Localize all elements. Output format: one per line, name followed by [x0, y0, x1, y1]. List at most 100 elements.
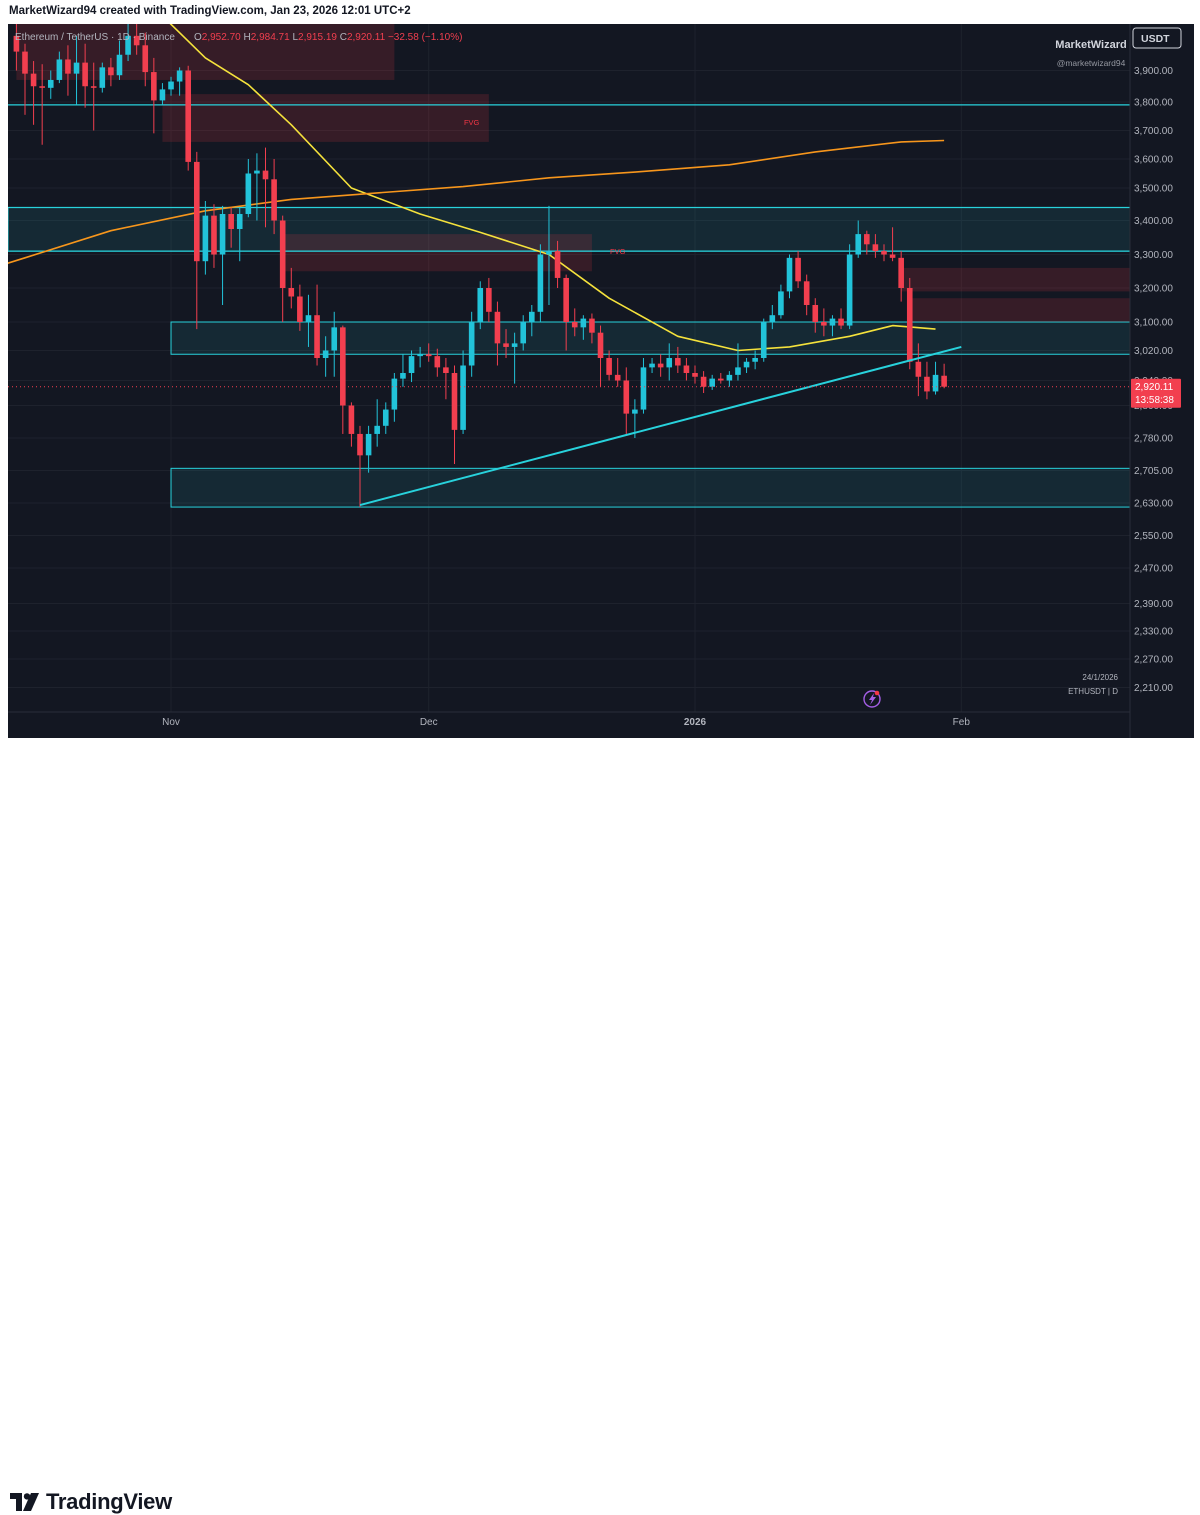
candle-body	[571, 322, 578, 328]
candle-body	[82, 62, 88, 87]
candle-body	[236, 214, 243, 229]
candle-body	[193, 161, 200, 262]
price-tick-label: 2,470.00	[1134, 564, 1173, 575]
candle-body	[675, 358, 681, 366]
candle-body	[812, 305, 819, 322]
last-price-box	[1131, 378, 1181, 408]
overlays-layer	[8, 345, 1130, 506]
price-tick-label: 3,300.00	[1134, 250, 1173, 261]
candle-body	[434, 356, 441, 368]
candle-body	[752, 358, 758, 362]
support-zone	[170, 467, 1131, 508]
moving-average-line	[0, 139, 945, 267]
ohlc-key: C	[340, 32, 347, 43]
candle-body	[271, 179, 277, 221]
candle-body	[468, 322, 475, 366]
ohlc-key: O	[194, 32, 202, 43]
price-tick-label: 2,705.00	[1134, 466, 1173, 477]
candle-body	[314, 315, 320, 358]
candle-body	[99, 67, 106, 88]
candle-body	[176, 70, 183, 82]
price-tick-label: 2,390.00	[1134, 599, 1173, 610]
candle-body	[90, 86, 97, 88]
price-tick-label: 2,780.00	[1134, 434, 1173, 445]
price-tick-label: 3,400.00	[1134, 216, 1173, 227]
last-price-marker: 2,920.11 13:58:38	[1131, 378, 1181, 408]
ohlc-key: L	[292, 32, 298, 43]
alert-bolt-icon[interactable]	[863, 690, 881, 708]
chart-frame: FVGFVGFVG Ethereum / TetherUS · 1D · Bin…	[0, 0, 1194, 738]
price-tick-label: 2,330.00	[1134, 627, 1173, 638]
last-price-value: 2,920.11	[1135, 382, 1174, 393]
candle-body	[116, 54, 123, 76]
candle-body	[614, 374, 621, 381]
candle-body	[692, 373, 698, 377]
symbol-label: Ethereum / TetherUS · 1D · Binance	[15, 32, 175, 43]
time-axis[interactable]: Nov Dec 2026 Feb	[162, 717, 970, 728]
candle-body	[864, 234, 870, 245]
bottom-bar: TradingView	[0, 738, 1200, 1514]
candle-body	[881, 251, 887, 255]
candle-body	[778, 291, 784, 316]
candle-body	[408, 356, 415, 373]
price-axis[interactable]: 3,900.00 3,800.00 3,700.00 3,600.00 3,500.00…	[1134, 66, 1173, 694]
price-tick-label: 3,700.00	[1134, 126, 1173, 137]
candle-body	[451, 373, 458, 430]
candle-body	[13, 35, 20, 52]
candle-body	[889, 254, 896, 258]
candle-body	[159, 89, 166, 101]
candle-body	[56, 59, 63, 80]
tradingview-logo[interactable]: TradingView	[10, 1489, 172, 1515]
candle-body	[202, 215, 209, 262]
top-bar: MarketWizard94 created with TradingView.…	[0, 0, 1200, 24]
candle-body	[245, 173, 252, 214]
candle-body	[133, 35, 140, 46]
candle-body	[365, 433, 372, 456]
candle-body	[382, 409, 389, 426]
candle-body	[906, 288, 913, 362]
currency-label: USDT	[1141, 33, 1170, 45]
candle-body	[803, 281, 810, 305]
candle-body	[494, 311, 501, 344]
ohlc-value: 2,952.70	[202, 32, 244, 43]
price-tick-label: 3,020.00	[1134, 346, 1173, 357]
candle-body	[537, 254, 544, 312]
time-tick-label: 2026	[684, 717, 707, 728]
candle-body	[460, 365, 466, 430]
ohlc-key: H	[244, 32, 251, 43]
candle-body	[486, 288, 492, 312]
candle-body	[305, 315, 312, 322]
candle-body	[125, 35, 131, 55]
candle-body	[795, 257, 801, 282]
candle-body	[503, 343, 509, 347]
candle-body	[331, 327, 338, 351]
candle-body	[228, 214, 234, 229]
trendline	[359, 345, 962, 506]
candle-body	[915, 361, 922, 377]
price-tick-label: 3,500.00	[1134, 184, 1173, 195]
price-tick-label: 2,550.00	[1134, 531, 1173, 542]
watermark-name: MarketWizard	[1055, 39, 1126, 51]
candle-body	[563, 277, 569, 322]
candle-body	[520, 322, 527, 344]
price-tick-label: 3,200.00	[1134, 284, 1173, 295]
info-symbol: ETHUSDT | D	[1068, 687, 1118, 696]
ohlc-value: 2,984.71	[251, 32, 293, 43]
fvg-zone	[909, 298, 1130, 322]
candle-body	[700, 376, 707, 387]
currency-box[interactable]: USDT	[1132, 27, 1182, 49]
candle-body	[838, 318, 844, 326]
price-tick-label: 3,800.00	[1134, 98, 1173, 109]
price-chart[interactable]: FVGFVGFVG Ethereum / TetherUS · 1D · Bin…	[0, 0, 1194, 738]
candle-body	[529, 311, 535, 322]
fvg-label: FVG	[610, 247, 626, 256]
candle-body	[443, 367, 449, 373]
candle-body	[47, 79, 54, 88]
candle-body	[855, 234, 862, 255]
candles-layer[interactable]	[13, 13, 947, 508]
candle-body	[39, 86, 45, 88]
watermark-handle: @marketwizard94	[1057, 58, 1126, 68]
candle-body	[829, 318, 836, 326]
price-tick-label: 3,100.00	[1134, 318, 1173, 329]
info-date: 24/1/2026	[1082, 673, 1118, 682]
